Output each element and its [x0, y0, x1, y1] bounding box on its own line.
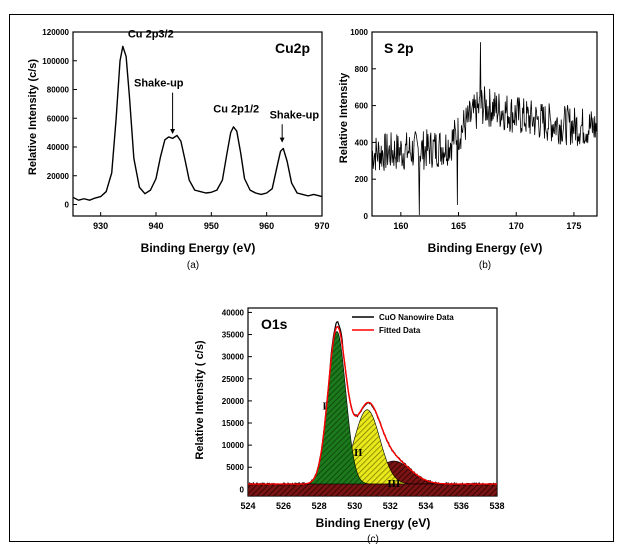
- panel-a-spectrum-line: [72, 45, 323, 201]
- panel-c-component-II: [248, 409, 497, 485]
- panel-c-legend-label: CuO Nanowire Data: [379, 313, 454, 322]
- panel-a-xtick-label: 960: [259, 221, 274, 231]
- panel-c-ytick-label: 40000: [222, 308, 245, 317]
- panel-a-cu2p-chart: Cu2p Binding Energy (eV) Relative Intens…: [27, 28, 330, 271]
- panel-b-title: S 2p: [384, 40, 414, 56]
- figure-frame: [9, 14, 614, 542]
- panel-c-ytick-label: 5000: [226, 463, 244, 472]
- panel-b-ytick-label: 600: [355, 102, 369, 111]
- panel-c-fit-line: [248, 326, 497, 485]
- panel-c-ytick-label: 25000: [222, 375, 245, 384]
- panel-b-xtick-label: 170: [509, 221, 524, 231]
- panel-a-label: (a): [187, 260, 199, 271]
- panel-b-ytick-label: 400: [355, 138, 369, 147]
- panel-b-plot-area: [371, 31, 598, 217]
- panel-c-ytick-label: 35000: [222, 331, 245, 340]
- panel-b-ytick-label: 0: [364, 212, 369, 221]
- panel-a-annotation-1: Shake-up: [134, 78, 184, 90]
- panel-b-s2p-chart: S 2p Binding Energy (eV) Relative Intens…: [338, 28, 598, 271]
- panel-c-component-label: III: [387, 478, 400, 490]
- panel-c-xtick-label: 526: [276, 501, 291, 511]
- panel-a-xtick-label: 950: [204, 221, 219, 231]
- panel-a-ytick-label: 0: [65, 201, 70, 210]
- panel-c-xtick-label: 534: [418, 501, 433, 511]
- panel-b-xtick-label: 160: [393, 221, 408, 231]
- panel-b-xtick-label: 175: [566, 221, 581, 231]
- panel-a-annotation-0: Cu 2p3/2: [128, 29, 174, 41]
- panel-b-xtick-label: 165: [451, 221, 466, 231]
- panel-a-annotation-2: Cu 2p1/2: [213, 103, 259, 115]
- panel-a-ytick-label: 100000: [42, 57, 69, 66]
- panel-a-xtick-label: 930: [93, 221, 108, 231]
- panel-c-ytick-label: 10000: [222, 441, 245, 450]
- panel-c-legend-label: Fitted Data: [379, 326, 421, 335]
- panel-a-xlabel: Binding Energy (eV): [141, 241, 256, 255]
- panel-c-o1s-chart: O1s Binding Energy (eV) Relative Intensi…: [194, 307, 505, 545]
- panel-b-label: (b): [479, 260, 491, 271]
- panel-a-title: Cu2p: [275, 40, 310, 56]
- panel-c-ytick-label: 15000: [222, 419, 245, 428]
- panel-a-ytick-label: 20000: [47, 172, 70, 181]
- panel-c-xtick-label: 524: [240, 501, 255, 511]
- panel-c-component-label: II: [354, 447, 363, 459]
- panel-a-annotation-3: Shake-up: [270, 109, 320, 121]
- panel-c-xtick-label: 532: [383, 501, 398, 511]
- panel-a-ylabel: Relative Intensity (c/s): [27, 59, 39, 175]
- panel-b-xlabel: Binding Energy (eV): [428, 241, 543, 255]
- panel-c-xtick-label: 530: [347, 501, 362, 511]
- panel-c-xlabel: Binding Energy (eV): [316, 516, 431, 530]
- panel-a-xtick-label: 940: [148, 221, 163, 231]
- panel-a-plot-area: [72, 31, 323, 217]
- panel-c-baseline-band: [247, 483, 498, 497]
- panel-a-ytick-label: 40000: [47, 143, 70, 152]
- panel-a-ytick-label: 120000: [42, 28, 69, 37]
- panel-b-ytick-label: 1000: [350, 28, 368, 37]
- panel-c-xtick-label: 538: [489, 501, 504, 511]
- panel-a-ytick-label: 80000: [47, 86, 70, 95]
- panel-b-ylabel: Relative Intensity: [338, 72, 350, 163]
- panel-c-label: (c): [367, 534, 379, 545]
- panel-b-ytick-label: 800: [355, 65, 369, 74]
- panel-c-component-label: I: [322, 401, 326, 413]
- panel-c-ytick-label: 20000: [222, 397, 245, 406]
- panel-c-ytick-label: 30000: [222, 353, 245, 362]
- panel-c-xtick-label: 536: [454, 501, 469, 511]
- panel-c-ylabel: Relative Intensity ( c/s): [194, 340, 206, 460]
- panel-c-ytick-label: 0: [240, 485, 245, 494]
- panel-a-xtick-label: 970: [314, 221, 329, 231]
- panel-a-ytick-label: 60000: [47, 114, 70, 123]
- panel-c-title: O1s: [261, 316, 288, 332]
- panel-c-xtick-label: 528: [312, 501, 327, 511]
- panel-b-ytick-label: 200: [355, 175, 369, 184]
- panel-b-spectrum-line: [371, 42, 598, 216]
